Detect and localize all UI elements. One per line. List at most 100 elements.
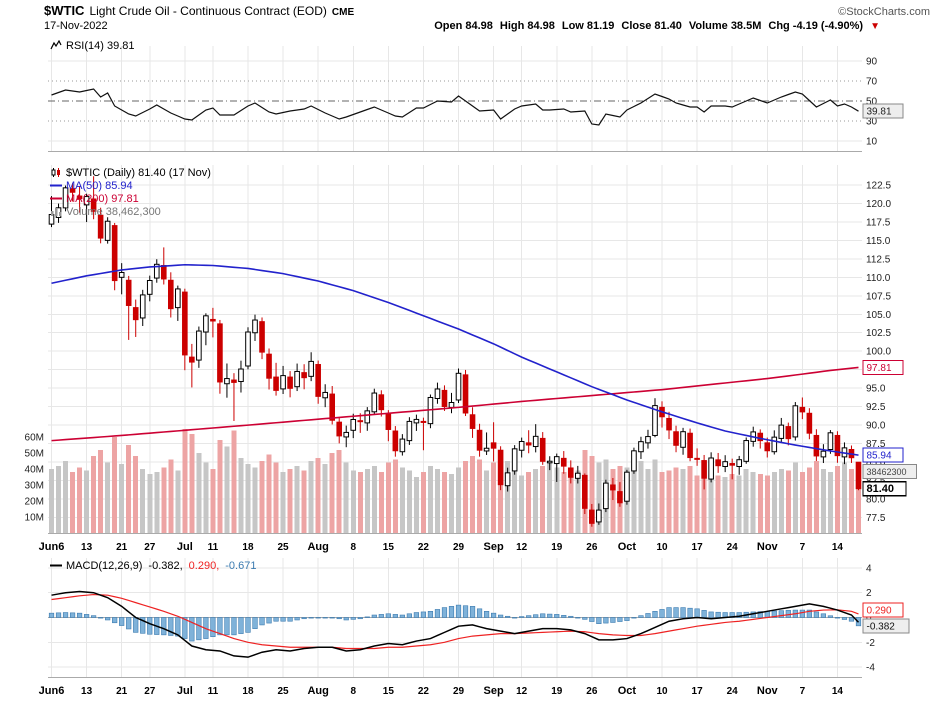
date-axis: Jun6 Jun6 13 13 21 21 27 27 Jul Jul 11 11 18 18 25 25 Au…	[39, 541, 844, 697]
svg-text:81.40: 81.40	[867, 483, 895, 495]
svg-text:Jun6: Jun6	[39, 541, 65, 553]
panel-borders	[48, 151, 862, 678]
low-value: 81.19	[586, 20, 615, 32]
svg-text:10: 10	[866, 137, 878, 148]
svg-text:Sep: Sep	[484, 685, 504, 697]
close-value: 81.40	[654, 20, 682, 32]
svg-text:26: 26	[586, 686, 598, 697]
svg-text:2: 2	[866, 588, 872, 599]
svg-text:7: 7	[800, 686, 806, 697]
svg-text:22: 22	[418, 686, 430, 697]
svg-text:-4: -4	[866, 663, 875, 674]
macd-line	[51, 590, 860, 658]
svg-text:22: 22	[418, 542, 430, 553]
svg-text:Aug: Aug	[307, 685, 328, 697]
svg-text:8: 8	[350, 686, 356, 697]
svg-text:Nov: Nov	[757, 541, 779, 553]
macd-value-1: -0.382,	[148, 559, 183, 572]
volume-bars	[49, 429, 861, 533]
svg-text:122.5: 122.5	[866, 180, 891, 191]
svg-text:15: 15	[383, 686, 395, 697]
candles	[48, 176, 862, 527]
svg-text:0.290: 0.290	[867, 605, 892, 616]
open-value: 84.98	[465, 20, 493, 32]
svg-text:21: 21	[116, 686, 128, 697]
svg-text:19: 19	[551, 686, 563, 697]
ma200-line	[51, 366, 859, 442]
macd-legend: MACD(12,26,9) -0.382, 0.290, -0.671	[50, 559, 258, 572]
price-legend: $WTIC (Daily) 81.40 (17 Nov) MA(50) 85.9…	[50, 166, 211, 218]
svg-text:87.5: 87.5	[866, 439, 886, 450]
svg-text:39.81: 39.81	[867, 107, 892, 118]
svg-text:12: 12	[516, 542, 528, 553]
svg-text:Nov: Nov	[757, 685, 779, 697]
svg-text:17: 17	[692, 686, 704, 697]
quote-row: 17-Nov-2022 Open 84.98 High 84.98 Low 81.19…	[44, 20, 880, 32]
macd-histogram	[48, 604, 862, 642]
candlestick-icon	[51, 168, 60, 177]
volume-label: Volume	[688, 20, 728, 32]
svg-text:12: 12	[516, 686, 528, 697]
rsi-line	[51, 88, 859, 126]
svg-text:Oct: Oct	[618, 685, 637, 697]
low-label: Low	[561, 20, 584, 32]
svg-text:18: 18	[242, 542, 254, 553]
svg-text:112.5: 112.5	[866, 254, 891, 265]
svg-text:92.5: 92.5	[866, 402, 886, 413]
svg-text:95.0: 95.0	[866, 384, 886, 395]
svg-text:102.5: 102.5	[866, 328, 891, 339]
svg-text:26: 26	[586, 542, 598, 553]
svg-text:30: 30	[866, 117, 878, 128]
svg-text:29: 29	[453, 686, 465, 697]
ma50-legend-label: MA(50) 85.94	[66, 179, 133, 192]
volume-legend-label: Volume 38,462,300	[66, 205, 161, 218]
svg-text:24: 24	[727, 542, 739, 553]
rsi-legend: RSI(14) 39.81	[50, 39, 134, 52]
svg-text:7: 7	[800, 542, 806, 553]
svg-text:14: 14	[832, 542, 844, 553]
stockcharts-credit-link[interactable]: ©StockCharts.com	[838, 6, 930, 18]
ma200-legend-icon	[50, 197, 62, 200]
quote-date: 17-Nov-2022	[44, 20, 108, 32]
svg-text:85.94: 85.94	[867, 451, 892, 462]
axis-ticks: 77.580.082.585.087.590.092.595.097.5100.…	[25, 57, 892, 674]
svg-text:Jul: Jul	[177, 541, 193, 553]
svg-text:107.5: 107.5	[866, 291, 891, 302]
macd-legend-label: MACD(12,26,9)	[66, 559, 143, 572]
svg-text:115.0: 115.0	[866, 236, 891, 247]
svg-text:Oct: Oct	[618, 541, 637, 553]
svg-text:0: 0	[866, 613, 872, 624]
svg-text:40M: 40M	[25, 465, 44, 476]
close-label: Close	[621, 20, 652, 32]
ma200-legend-label: MA(200) 97.81	[66, 192, 139, 205]
svg-text:85.0: 85.0	[866, 458, 886, 469]
high-value: 84.98	[527, 20, 555, 32]
svg-text:90.0: 90.0	[866, 421, 886, 432]
svg-text:8: 8	[350, 542, 356, 553]
svg-text:120.0: 120.0	[866, 199, 891, 210]
change-down-triangle-icon: ▼	[870, 21, 880, 32]
svg-text:50M: 50M	[25, 449, 44, 460]
svg-text:60M: 60M	[25, 433, 44, 444]
svg-text:11: 11	[208, 542, 219, 553]
svg-text:15: 15	[383, 542, 395, 553]
svg-text:14: 14	[832, 686, 844, 697]
volume-value: 38.5M	[730, 20, 762, 32]
gridlines	[48, 46, 862, 677]
svg-text:Jun6: Jun6	[39, 685, 65, 697]
volume-legend-icon	[51, 208, 62, 216]
svg-text:30M: 30M	[25, 481, 44, 492]
svg-text:4: 4	[866, 563, 872, 574]
svg-text:77.5: 77.5	[866, 513, 886, 524]
svg-text:70: 70	[866, 77, 878, 88]
svg-text:97.81: 97.81	[867, 363, 892, 374]
change-value: -4.19 (-4.90%)	[792, 20, 864, 32]
svg-text:20M: 20M	[25, 497, 44, 508]
change-label: Chg	[768, 20, 790, 32]
svg-text:Jul: Jul	[177, 685, 193, 697]
macd-value-3: -0.671	[225, 559, 257, 572]
svg-text:27: 27	[144, 686, 156, 697]
svg-text:Aug: Aug	[307, 541, 328, 553]
ma50-legend-icon	[50, 184, 62, 187]
